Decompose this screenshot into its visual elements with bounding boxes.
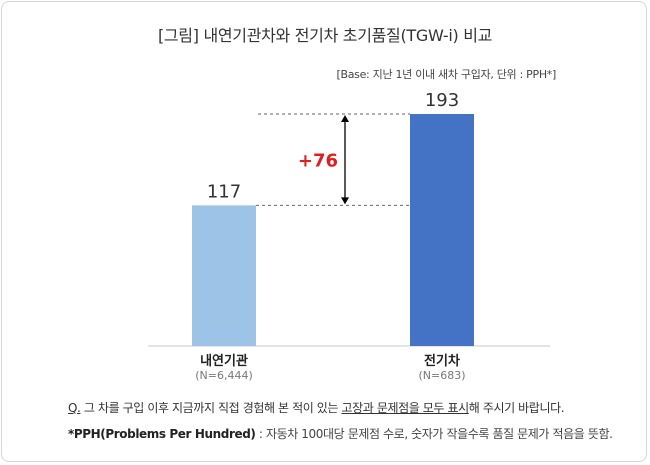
question-emphasis: 고장과 문제점을 모두 표시 <box>341 401 469 415</box>
survey-question: Q. 그 차를 구입 이후 지금까지 직접 경험해 본 적이 있는 고장과 문제… <box>68 399 565 416</box>
category-sample-ice: (N=6,444) <box>195 369 253 382</box>
difference-arrowhead-up <box>341 115 349 122</box>
difference-arrowhead-down <box>341 197 349 205</box>
category-label-ice: 내연기관 <box>200 354 248 369</box>
footnote-description: : 자동차 100대당 문제점 수로, 숫자가 작을수록 품질 문제가 적음을 … <box>255 427 613 441</box>
value-label-1: 193 <box>425 90 459 111</box>
category-sample-ev: (N=683) <box>418 369 466 382</box>
question-text-part2: 해 주시기 바랍니다. <box>468 401 565 415</box>
figure-title: [그림] 내연기관차와 전기차 초기품질(TGW-i) 비교 <box>157 26 493 45</box>
question-prefix: Q. <box>68 401 81 415</box>
category-label-ev: 전기차 <box>424 354 460 369</box>
footnote-term: *PPH(Problems Per Hundred) <box>68 427 256 441</box>
difference-label: +76 <box>298 151 338 172</box>
bar-0 <box>192 205 256 346</box>
value-label-0: 117 <box>207 181 241 202</box>
pph-footnote: *PPH(Problems Per Hundred) : 자동차 100대당 문… <box>68 425 613 442</box>
question-text-part1: 그 차를 구입 이후 지금까지 직접 경험해 본 적이 있는 <box>80 401 342 415</box>
base-note: [Base: 지난 1년 이내 새차 구입자, 단위 : PPH*] <box>336 68 556 81</box>
bar-1 <box>410 114 474 346</box>
